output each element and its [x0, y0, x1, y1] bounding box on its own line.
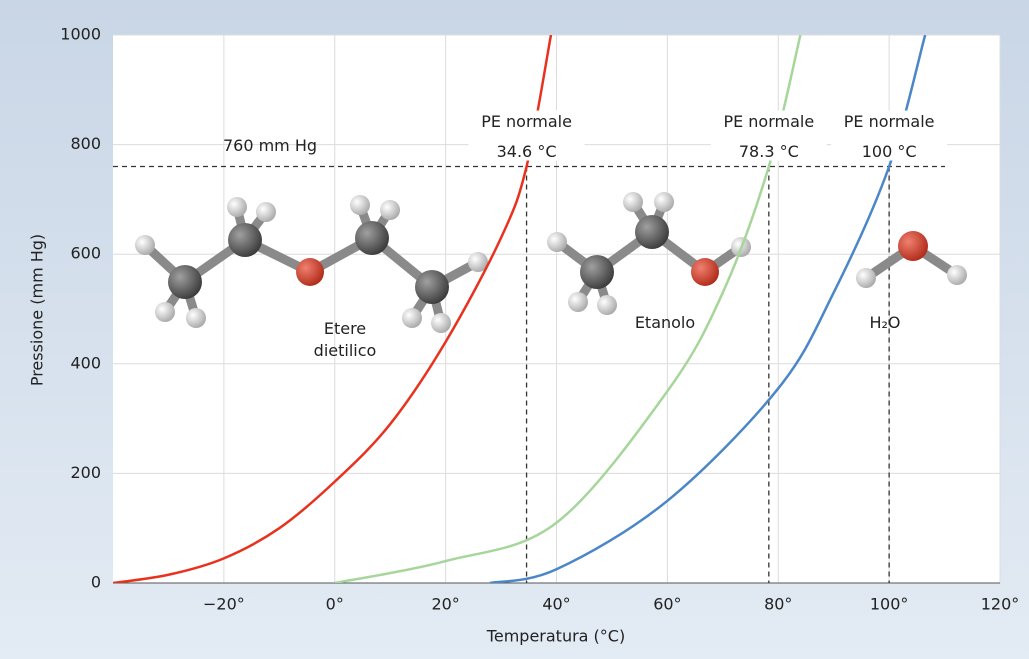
annotation-label: 34.6 °C: [497, 142, 557, 161]
y-tick-label: 200: [70, 463, 101, 482]
y-tick-label: 0: [91, 573, 101, 592]
annotation-title: PE normale: [723, 112, 814, 131]
annotation-box: [831, 110, 948, 161]
annotation-title: PE normale: [844, 112, 935, 131]
annotation-title: PE normale: [481, 112, 572, 131]
x-tick-label: 80°: [764, 595, 792, 614]
molecule-label: Etanolo: [634, 313, 696, 332]
x-tick-label: 120°: [981, 595, 1020, 614]
x-tick-label: 100°: [870, 595, 909, 614]
x-tick-label: 20°: [431, 595, 459, 614]
y-tick-label: 800: [70, 134, 101, 153]
molecule-label: Etere dietilico: [313, 319, 377, 360]
y-tick-label: 1000: [60, 25, 101, 44]
x-tick-label: 0°: [326, 595, 344, 614]
annotation-box: [468, 110, 585, 161]
molecules: [135, 192, 967, 333]
x-tick-label: 40°: [542, 595, 570, 614]
molecule-label: H₂O: [869, 313, 901, 332]
y-tick-label: 400: [70, 353, 101, 372]
x-tick-label: 60°: [653, 595, 681, 614]
annotation-label: 78.3 °C: [739, 142, 799, 161]
y-axis-label: Pressione (mm Hg): [28, 234, 47, 386]
y-tick-label: 600: [70, 244, 101, 263]
reference-label: 760 mm Hg: [223, 136, 317, 155]
vapor-pressure-curve: [334, 35, 802, 583]
vapor-pressure-curve: [489, 35, 927, 583]
x-axis-label: Temperatura (°C): [486, 627, 625, 646]
annotation-box: [710, 110, 827, 161]
vapor-pressure-curve: [113, 35, 553, 583]
annotation-label: 100 °C: [862, 142, 917, 161]
x-tick-label: −20°: [203, 595, 245, 614]
